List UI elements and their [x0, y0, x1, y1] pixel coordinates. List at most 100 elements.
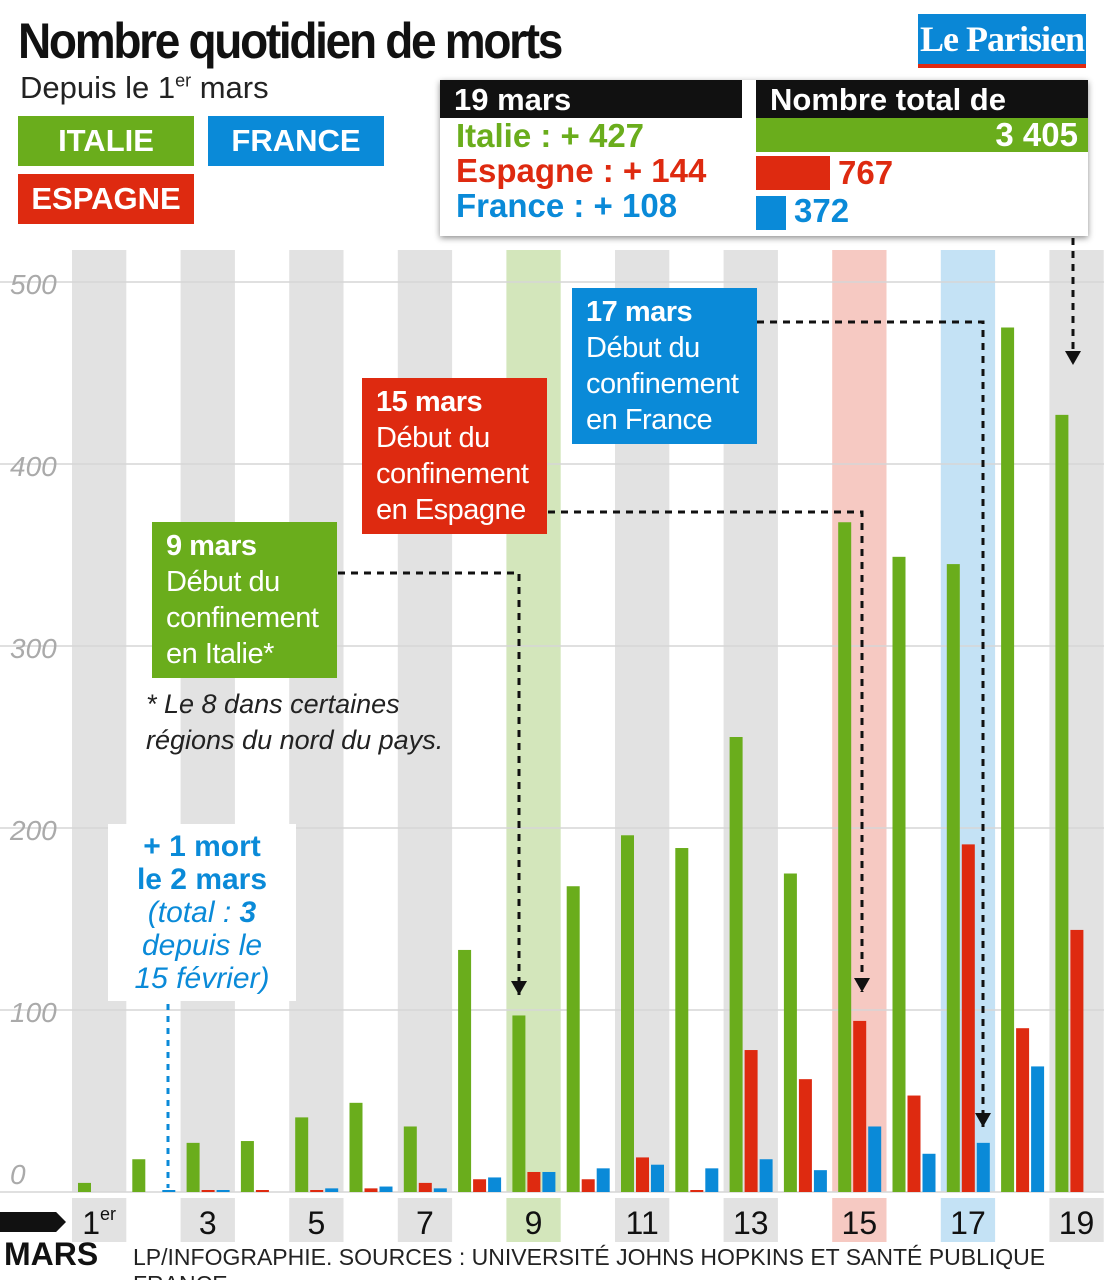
xtick-background — [615, 1198, 670, 1242]
bar-italie — [838, 522, 852, 1192]
arrow-france — [757, 320, 985, 1127]
column-stripe — [72, 250, 127, 1192]
summary-espagne: Espagne : + 144 — [456, 152, 707, 189]
le-parisien-logo: Le Parisien — [918, 14, 1086, 68]
total-espagne-bar — [756, 156, 830, 190]
xtick-background — [1049, 1198, 1104, 1242]
bar-espagne — [1016, 1028, 1030, 1192]
footnote: * Le 8 dans certaines régions du nord du… — [146, 686, 443, 758]
x-tick-label: 9 — [525, 1205, 543, 1241]
bar-espagne — [744, 1050, 758, 1192]
xtick-background — [289, 1198, 344, 1242]
subtitle: Depuis le 1er mars — [20, 70, 269, 106]
annotation-espagne: 15 mars Début du confinement en Espagne — [362, 378, 547, 534]
annotation-line: confinement — [166, 602, 319, 634]
annotation-line: Début du — [586, 332, 700, 364]
x-tick-label: 15 — [842, 1205, 878, 1241]
subtitle-sup: er — [175, 70, 192, 91]
subtitle-text: Depuis le 1 — [20, 70, 176, 105]
bar-france — [813, 1170, 827, 1192]
bar-italie — [675, 848, 689, 1192]
bar-espagne — [364, 1188, 378, 1192]
total-espagne: 767 — [838, 154, 894, 191]
xtick-background — [940, 1198, 996, 1242]
bar-italie — [892, 556, 906, 1192]
bar-italie — [1055, 414, 1069, 1192]
annotation-line: depuis le — [141, 929, 263, 962]
bar-italie — [132, 1159, 146, 1192]
y-tick-label: 200 — [9, 815, 57, 846]
bar-italie — [566, 886, 580, 1192]
bar-espagne — [853, 1020, 867, 1192]
bar-france — [651, 1164, 664, 1192]
xtick-background — [397, 1198, 453, 1242]
total-title: Nombre total de morts — [756, 80, 1088, 157]
footnote-line: * Le 8 dans certaines — [146, 689, 400, 719]
summary-italie: Italie : + 427 — [456, 117, 645, 154]
footnote-line: régions du nord du pays. — [146, 725, 444, 755]
annotation-line: Début du — [376, 422, 490, 454]
annotation-date: 9 mars — [166, 530, 257, 562]
annotation-france: 17 mars Début du confinement en France — [572, 288, 757, 444]
bar-italie — [458, 949, 472, 1192]
annotation-date: 17 mars — [586, 296, 693, 328]
annotation-line: confinement — [376, 458, 529, 490]
xtick-background — [723, 1198, 778, 1242]
x-tick-label: 5 — [307, 1205, 325, 1241]
arrow-head-icon — [854, 978, 870, 992]
arrow-icon — [0, 1212, 66, 1232]
y-tick-label: 400 — [10, 451, 57, 482]
bar-italie — [295, 1117, 309, 1192]
bar-france — [596, 1168, 610, 1192]
bar-espagne — [961, 844, 975, 1192]
bar-france — [216, 1190, 230, 1192]
annotation-line: en Italie* — [166, 638, 274, 670]
bar-italie — [349, 1102, 363, 1192]
y-tick-label: 500 — [10, 269, 57, 300]
bar-italie — [1001, 327, 1015, 1192]
bar-espagne — [907, 1095, 921, 1192]
annotation-line: Début du — [166, 566, 280, 598]
x-tick-label: 13 — [733, 1205, 769, 1241]
bar-espagne — [310, 1190, 324, 1192]
xtick-background — [506, 1198, 561, 1242]
bar-italie — [186, 1142, 200, 1192]
annotation-line: en Espagne — [376, 494, 526, 526]
bar-italie — [403, 1126, 417, 1192]
xtick-background — [832, 1198, 887, 1242]
arrow-head-icon — [1065, 351, 1081, 365]
bar-france — [433, 1188, 447, 1192]
bar-espagne — [418, 1182, 432, 1192]
legend-france: FRANCE — [208, 116, 384, 166]
bar-italie — [729, 737, 743, 1192]
bar-italie — [621, 835, 634, 1192]
arrow-espagne — [548, 510, 864, 992]
annotation-line: le 2 mars — [136, 863, 268, 896]
source-credit: LP/INFOGRAPHIE. SOURCES : UNIVERSITÉ JOH… — [133, 1244, 1046, 1280]
annotation-line: (total : — [147, 896, 240, 929]
annotation-line: 15 février) — [134, 962, 270, 995]
bar-italie — [78, 1182, 91, 1192]
legend-italie: ITALIE — [18, 116, 194, 166]
x-tick-label: 3 — [199, 1205, 217, 1241]
bar-espagne — [473, 1179, 487, 1192]
annotation-line: en France — [586, 404, 713, 436]
bar-espagne — [798, 1079, 812, 1192]
bar-italie — [783, 873, 797, 1192]
bar-espagne — [1070, 929, 1084, 1192]
total-italie: 3 405 — [756, 118, 1088, 152]
legend-espagne: ESPAGNE — [18, 174, 194, 224]
annotation-line: confinement — [586, 368, 739, 400]
bar-france — [759, 1159, 773, 1192]
y-tick-label: 300 — [10, 633, 57, 664]
bar-france — [325, 1188, 339, 1192]
annotation-total: 3 — [239, 896, 257, 929]
page-title: Nombre quotidien de morts — [18, 13, 563, 69]
summary-box: 19 mars Italie : + 427 Espagne : + 144 F… — [440, 80, 1088, 236]
column-stripe — [180, 250, 235, 1192]
bar-france — [922, 1153, 936, 1192]
bar-espagne — [201, 1190, 215, 1192]
summary-date: 19 mars — [440, 80, 742, 118]
